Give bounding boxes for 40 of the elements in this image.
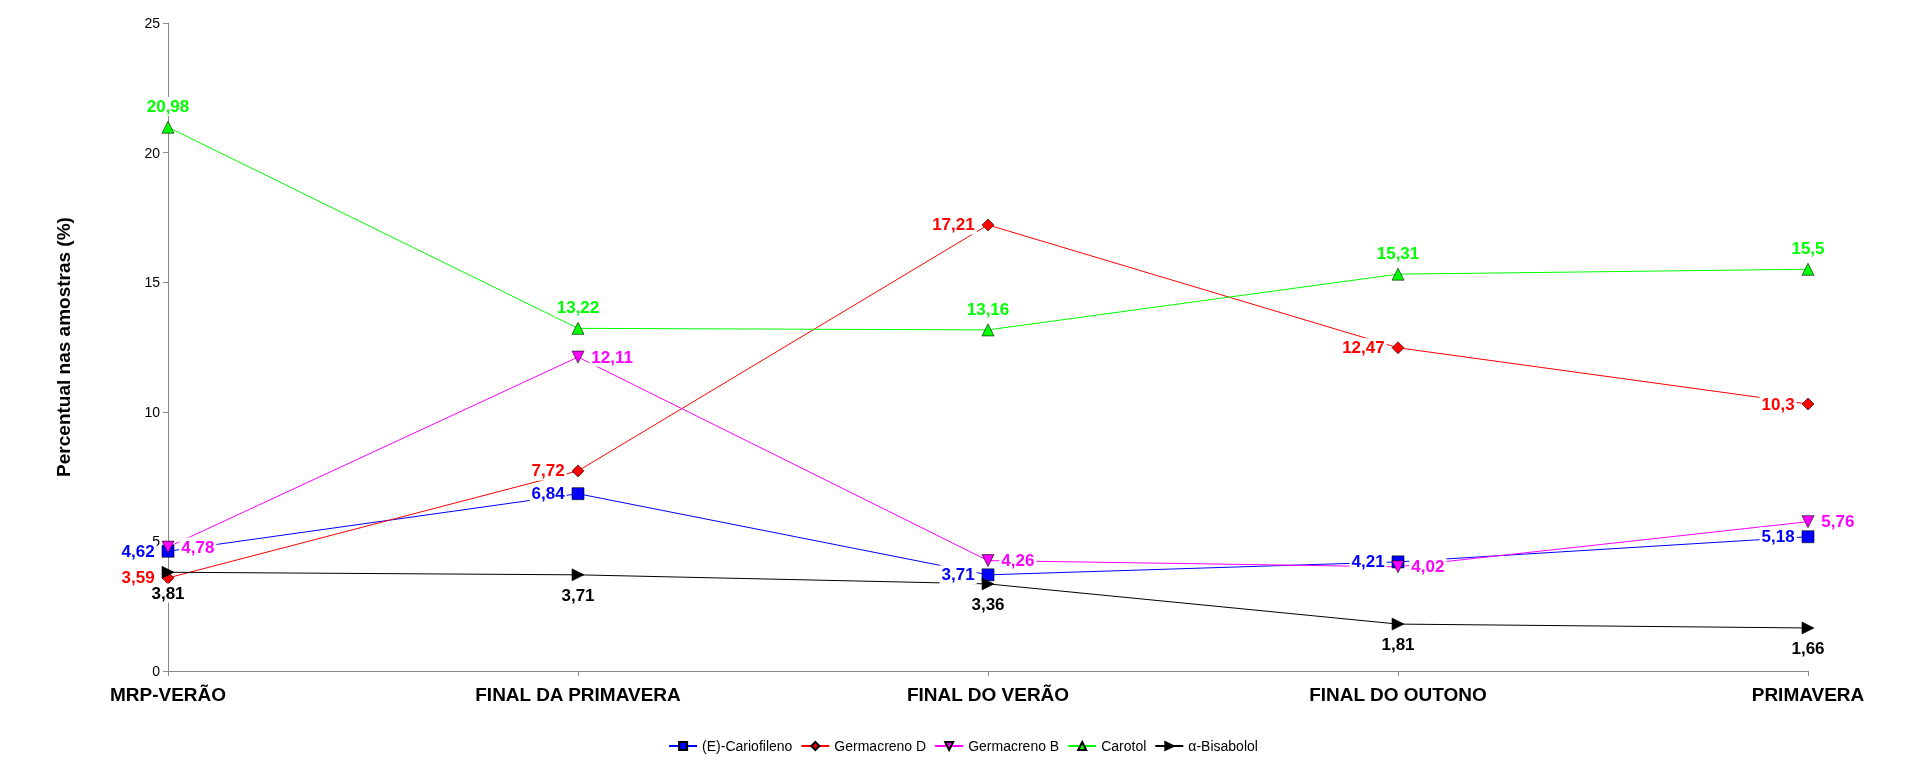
legend-label: Germacreno D: [834, 738, 927, 754]
y-tick-label: 15: [144, 274, 161, 291]
y-axis-title: Percentual nas amostras (%): [53, 217, 74, 477]
y-tick-label: 10: [144, 403, 161, 420]
x-tick-label: MRP-VERÃO: [109, 684, 227, 705]
x-tick-label: PRIMAVERA: [1751, 684, 1865, 705]
data-label: 3,36: [971, 595, 1005, 615]
data-label: 7,72: [531, 461, 565, 481]
y-tick-label: 25: [144, 15, 161, 31]
legend-label: Carotol: [1101, 738, 1147, 754]
data-label: 5,76: [1821, 512, 1855, 532]
y-tick-label: 20: [144, 144, 161, 161]
x-tick-label: FINAL DO VERÃO: [906, 684, 1070, 705]
data-label: 4,21: [1351, 552, 1385, 572]
data-label: 13,16: [966, 299, 1010, 319]
legend-label: Germacreno B: [968, 738, 1060, 754]
data-label: 6,84: [531, 484, 566, 504]
data-label: 1,66: [1791, 639, 1825, 659]
legend-label: α-Bisabolol: [1188, 738, 1258, 754]
data-label: 4,26: [1001, 551, 1035, 571]
y-tick-label: 0: [152, 663, 161, 679]
data-label: 5,18: [1761, 527, 1795, 547]
data-label: 20,98: [146, 96, 190, 116]
data-label: 12,11: [591, 347, 633, 367]
x-tick-label: FINAL DO OUTONO: [1309, 684, 1487, 705]
data-label: 17,21: [932, 215, 975, 235]
data-label: 12,47: [1342, 338, 1385, 358]
data-label: 4,78: [181, 537, 215, 557]
legend-label: (E)-Cariofileno: [702, 738, 793, 754]
data-label: 3,71: [561, 586, 595, 606]
data-label: 15,5: [1791, 238, 1825, 258]
data-label: 4,62: [121, 541, 155, 561]
data-label: 4,02: [1411, 557, 1445, 577]
data-label: 1,81: [1381, 635, 1415, 655]
data-label: 10,3: [1761, 394, 1795, 414]
data-label: 3,71: [941, 565, 975, 585]
data-label: 15,31: [1376, 243, 1420, 263]
x-tick-label: FINAL DA PRIMAVERA: [475, 684, 682, 705]
data-label: 3,81: [151, 583, 185, 603]
data-label: 13,22: [556, 298, 600, 318]
